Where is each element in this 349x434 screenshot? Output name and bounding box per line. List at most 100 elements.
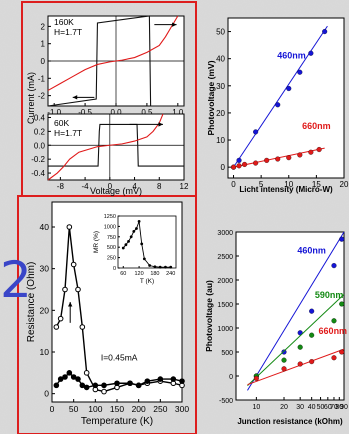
panel-e-point — [309, 359, 315, 365]
panel-c-point — [316, 146, 322, 153]
panel-d-inset-y-tick-label: 1250 — [104, 214, 116, 220]
panel-b-x-label: Voltage (mV) — [90, 186, 142, 196]
panel-c-x-tick-label: 15 — [312, 180, 321, 189]
panel-d-point — [101, 382, 107, 389]
panel-d-inset-point — [129, 235, 133, 239]
panel-a-x-tick-label: -0.5 — [78, 108, 92, 117]
panel-c-legend-660: 660nm — [302, 121, 331, 131]
panel-a-y-tick-label: -1 — [38, 74, 46, 83]
panel-c-x-tick-label: 10 — [284, 180, 293, 189]
panel-e-point — [339, 236, 345, 242]
panel-d-arrow-0-head — [68, 302, 73, 307]
panel-d-inset-point — [169, 265, 173, 269]
panel-c-y-tick-label: 30 — [216, 82, 225, 91]
panel-c-y-tick-label: 40 — [216, 55, 225, 64]
panel-d-inset-point — [142, 257, 146, 261]
panel-e-x-tick-label: 10 — [252, 404, 260, 411]
panel-d-inset-point — [121, 246, 125, 250]
panel-c-legend-460: 460nm — [277, 51, 306, 61]
panel-d-inset-x-label: T (K) — [140, 278, 154, 285]
panel-a-x-tick-label: 1.0 — [172, 108, 184, 117]
panel-d-point — [157, 376, 164, 382]
panel-e-y-tick-label: 2000 — [217, 278, 233, 285]
panel-e-y-tick-label: 2500 — [217, 254, 233, 261]
panel-d-inset-y-label: MR (%) — [93, 231, 100, 253]
panel-e-legend-660: 660nm — [319, 326, 348, 336]
panel-c-x-tick-label: 20 — [340, 180, 349, 189]
panel-e-plot-area — [235, 231, 345, 401]
panel-e-point — [297, 344, 303, 350]
panel-b-annotation: 60K — [54, 118, 69, 128]
panel-d-inset-point — [124, 243, 128, 247]
panel-c-point — [236, 157, 242, 163]
panel-e-y-tick-label: 1000 — [217, 326, 233, 333]
panel-d-point — [62, 374, 68, 380]
panel-c-point — [230, 164, 237, 170]
panel-e-point — [281, 357, 287, 363]
panel-d-point — [144, 378, 151, 384]
panel-d-point — [70, 261, 77, 268]
panel-b-x-tick-label: 12 — [180, 182, 189, 191]
panel-a-series-1 — [47, 15, 179, 91]
panel-d-inset-point — [132, 229, 136, 233]
panel-d-inset-point — [137, 220, 141, 223]
panel-d-x-label: Temperature (K) — [81, 416, 153, 427]
panel-a-y-tick-label: 2 — [41, 22, 46, 31]
panel-a-x-tick-label: 0.5 — [141, 108, 153, 117]
panel-a-arrow-0-head — [172, 22, 177, 27]
panel-d-point — [57, 376, 64, 382]
panel-c-y-tick-label: 50 — [216, 28, 225, 37]
panel-a-x-tick-label: 0.0 — [110, 108, 122, 117]
panel-b-x-tick-label: 4 — [132, 182, 137, 191]
panel-d-y-tick-label: 0 — [44, 389, 49, 399]
panel-d-inset-point — [140, 242, 144, 246]
panel-d-x-tick-label: 0 — [50, 404, 55, 414]
panel-d-point — [53, 324, 60, 330]
panel-c-y-tick-label: 10 — [216, 136, 225, 145]
panel-c-plot-area — [227, 17, 345, 179]
panel-e-y-label: Photovoltage (au) — [204, 280, 214, 352]
panel-e-x-tick-label: 20 — [280, 404, 288, 411]
panel-c-point — [286, 85, 292, 92]
panel-b-x-tick-label: 8 — [157, 182, 162, 191]
panel-d-inset-y-tick-label: 0 — [113, 266, 116, 272]
panel-b-series-0 — [48, 123, 184, 167]
panel-d-annotation: I=0.45mA — [101, 352, 138, 362]
panel-d-y-tick-label: 10 — [40, 347, 50, 357]
panel-e-point — [339, 349, 345, 355]
panel-b-y-tick-label: 0.0 — [34, 141, 46, 150]
panel-e-point — [253, 375, 259, 381]
frame-bottom-left — [17, 195, 197, 434]
panel-d-point — [79, 382, 86, 389]
panel-d-x-tick-label: 150 — [110, 404, 124, 414]
panel-d-inset-x-tick-label: 180 — [150, 271, 159, 277]
panel-c-point — [275, 102, 281, 108]
panel-b-series-1 — [47, 113, 164, 181]
panel-c-point — [264, 157, 270, 163]
panel-c-point — [275, 156, 281, 162]
panel-e-x-tick-label: 50 — [317, 404, 325, 411]
panel-d-point — [62, 286, 68, 293]
panel-e-point — [309, 308, 315, 314]
panel-d-inset-x-tick-label: 60 — [120, 271, 126, 277]
panel-e-y-tick-label: 3000 — [217, 230, 233, 237]
panel-c-point — [297, 152, 303, 158]
panel-c-x-label: Licht intensity (Micro-W) — [239, 185, 333, 194]
panel-c-point — [308, 50, 314, 56]
panel-e-point — [331, 318, 337, 324]
panel-d-point — [57, 315, 64, 322]
panel-d-point — [101, 388, 107, 395]
panel-c-point — [286, 155, 292, 161]
panel-d-x-tick-label: 100 — [88, 404, 102, 414]
panel-b-y-tick-label: 0.2 — [34, 127, 46, 136]
panel-a-y-tick-label: -2 — [38, 92, 46, 101]
panel-b-x-tick-label: -4 — [82, 182, 90, 191]
panel-d-x-tick-label: 50 — [69, 404, 79, 414]
panel-e-point — [309, 332, 315, 338]
panel-e-x-tick-label: 60 — [324, 404, 332, 411]
panel-c-fit-0 — [233, 25, 328, 168]
panel-d-point — [70, 374, 77, 380]
panel-d-point — [83, 370, 90, 376]
panel-d-y-tick-label: 20 — [40, 305, 50, 315]
